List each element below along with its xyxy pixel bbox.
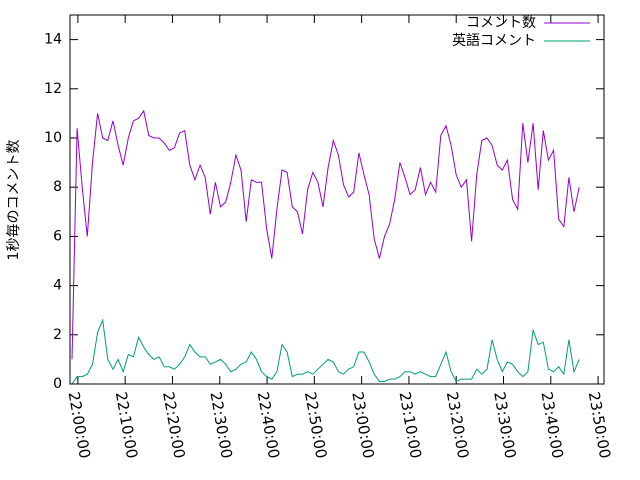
y-tick-label: 6	[53, 228, 62, 244]
y-axis-label: 1秒毎のコメント数	[6, 140, 22, 261]
legend-label: コメント数	[466, 15, 536, 31]
y-tick-label: 2	[53, 327, 62, 343]
plot-border	[69, 14, 605, 385]
y-tick-label: 0	[53, 376, 62, 392]
series-line	[71, 109, 580, 360]
y-tick-label: 8	[53, 179, 62, 195]
legend-label: 英語コメント	[452, 32, 536, 49]
y-tick-label: 14	[44, 32, 62, 48]
series-line	[71, 318, 580, 385]
y-tick-label: 4	[53, 278, 62, 294]
y-tick-label: 10	[44, 130, 62, 146]
y-tick-label: 12	[44, 81, 62, 97]
